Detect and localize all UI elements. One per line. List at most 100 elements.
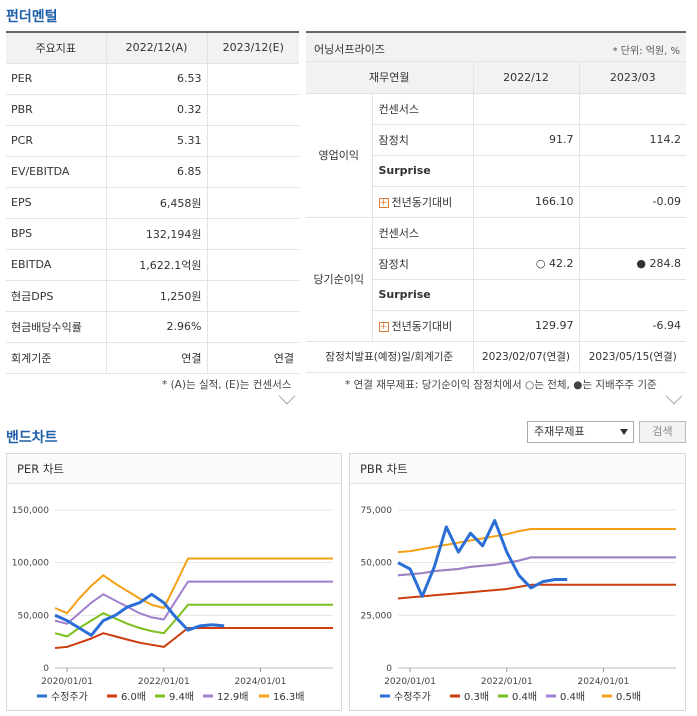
net-income-value-a [472,279,580,311]
sub-label-text: Surprise [378,288,431,301]
indicator-row: 회계기준 연결 연결 [6,342,299,374]
header-2023: 2023/12(E) [206,32,299,64]
y-tick-label: 100,000 [12,559,49,569]
per-chart-box: PER 차트 0 50,000 100,000 150,000 2020/01/01 20… [6,453,342,711]
header-period: 재무연월 [306,62,474,94]
sub-label-text: 컨센서스 [378,102,419,116]
announce-date-a: 2023/02/07(연결) [472,341,580,373]
header-2022: 2022/12(A) [105,32,207,64]
operating-profit-group-label: 영업이익 [306,93,372,218]
pbr-chart-box: PBR 차트 0 25,000 50,000 75,000 2020/01/01 2022… [349,453,686,711]
select-value: 주재무제표 [534,425,585,438]
indicator-row: EPS 6,458원 [6,187,299,219]
series-line-2 [54,603,333,638]
indicator-label: EV/EBITDA [6,156,106,188]
operating-profit-row: + 전년동기대비 166.10 -0.09 [306,186,687,218]
x-tick-label: 2022/01/01 [481,677,533,687]
legend-label: 0.4배 [512,691,537,703]
indicator-value-2023 [206,63,299,95]
fundamental-title: 펀더멘털 [6,9,58,25]
operating-profit-value-b [578,155,687,187]
statement-select[interactable]: 주재무제표 [527,421,634,443]
net-income-sub-label: Surprise [371,279,474,311]
indicator-value-2022: 5.31 [105,125,207,157]
search-button[interactable]: 검색 [639,421,686,443]
x-tick-label: 2024/01/01 [235,677,287,687]
indicator-value-2022: 6,458원 [105,187,207,219]
x-tick-label: 2024/01/01 [578,677,630,687]
y-tick-label: 150,000 [12,506,49,516]
indicator-value-2022: 연결 [105,342,207,374]
series-line-0 [54,592,225,637]
indicator-value-2023 [206,187,299,219]
y-tick-label: 75,000 [361,506,393,516]
expand-right-icon[interactable] [665,387,683,405]
sub-label-text: 잠정치 [378,257,409,271]
net-income-group-label: 당기순이익 [306,217,372,342]
indicator-value-2023 [206,94,299,126]
series-line-3 [397,556,676,577]
series-line-3 [54,580,333,625]
legend-label: 0.5배 [616,691,641,703]
y-tick-label: 50,000 [361,559,393,569]
net-income-sub-label: 컨센서스 [371,217,474,249]
indicator-row: EV/EBITDA 6.85 [6,156,299,188]
indicator-label: EBITDA [6,249,106,281]
y-tick-label: 25,000 [361,611,393,621]
net-income-row: Surprise [306,279,687,311]
legend-label: 16.3배 [273,691,304,703]
indicator-label: 현금배당수익률 [6,311,106,343]
per-chart-title: PER 차트 [7,454,341,484]
indicator-value-2022: 132,194원 [105,218,207,250]
expand-plus-icon[interactable]: + [378,321,389,332]
left-note: * (A)는 실적, (E)는 컨센서스 [162,379,292,391]
series-line-1 [397,583,676,600]
indicator-value-2023: 연결 [206,342,299,374]
y-tick-label: 0 [43,664,49,674]
net-income-value-b: ● 284.8 [578,248,687,280]
pbr-chart-title: PBR 차트 [350,454,685,484]
indicator-value-2022: 1,250원 [105,280,207,312]
y-tick-label: 50,000 [18,611,50,621]
net-income-value-b: -6.94 [578,310,687,342]
indicator-table: 주요지표 2022/12(A) 2023/12(E) PER 6.53 PBR 0.3… [6,31,299,374]
legend-label: 12.9배 [217,691,248,703]
operating-profit-sub-label: Surprise [371,155,474,187]
legend-label: 0.4배 [560,691,585,703]
pbr-chart: 0 25,000 50,000 75,000 2020/01/01 2022/01/01 2… [361,506,676,703]
unit-label: * 단위: 억원, % [612,46,680,57]
chevron-down-icon [620,429,628,435]
right-note: * 연결 재무제표: 당기순이익 잠정치에서 ○는 전체, ●는 지배주주 기준 [345,379,657,391]
indicator-value-2022: 6.85 [105,156,207,188]
operating-profit-sub-label: + 전년동기대비 [371,186,474,218]
per-chart: 0 50,000 100,000 150,000 2020/01/01 2022/01/0… [12,506,333,703]
operating-profit-value-a: 166.10 [472,186,580,218]
header-indicator: 주요지표 [6,32,106,64]
surprise-header: 어닝서프라이즈 * 단위: 억원, % [306,31,686,62]
header-2022-12: 2022/12 [472,62,580,94]
expand-plus-icon[interactable]: + [378,197,389,208]
indicator-row: 현금배당수익률 2.96% [6,311,299,343]
indicator-row: PBR 0.32 [6,94,299,126]
net-income-value-a: 129.97 [472,310,580,342]
net-income-value-a: ○ 42.2 [472,248,580,280]
indicator-label: PCR [6,125,106,157]
x-tick-label: 2022/01/01 [138,677,190,687]
legend-label: 0.3배 [464,691,489,703]
operating-profit-value-a [472,93,580,125]
indicator-value-2022: 1,622.1억원 [105,249,207,281]
announce-label: 잠정치발표(예정)일/회계기준 [306,341,474,373]
indicator-value-2023 [206,280,299,312]
indicator-row: PCR 5.31 [6,125,299,157]
indicator-value-2023 [206,249,299,281]
operating-profit-row: 잠정치 91.7 114.2 [306,124,687,156]
sub-label-text: 전년동기대비 [391,195,453,209]
y-tick-label: 0 [386,664,392,674]
series-line-2 [397,556,676,577]
indicator-value-2022: 0.32 [105,94,207,126]
net-income-row: + 전년동기대비 129.97 -6.94 [306,310,687,342]
announce-date-b: 2023/05/15(연결) [578,341,687,373]
sub-label-text: Surprise [378,164,431,177]
net-income-value-a [472,217,580,249]
series-line-1 [54,627,333,649]
